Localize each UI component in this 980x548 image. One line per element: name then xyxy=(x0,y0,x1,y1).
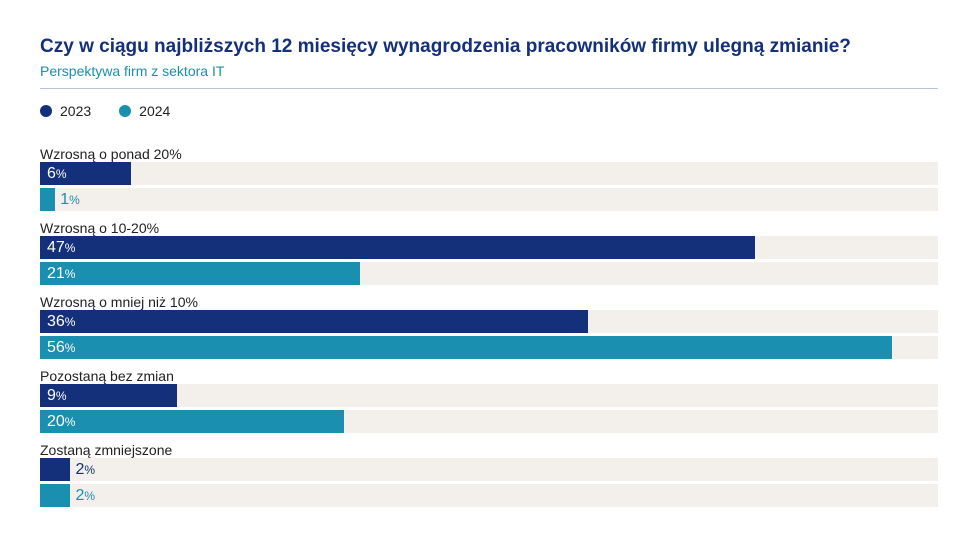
category-label: Wzrosną o mniej niż 10% xyxy=(40,294,198,310)
data-label: 6% xyxy=(47,165,67,182)
bar-2023 xyxy=(40,310,588,333)
category-label: Wzrosną o 10-20% xyxy=(40,220,160,236)
bar-2023 xyxy=(40,162,132,185)
legend-item-2024: 2024 xyxy=(119,103,170,119)
data-label: 47% xyxy=(47,239,76,256)
bar-track xyxy=(40,162,938,185)
data-label: 56% xyxy=(47,339,76,356)
bar-2023 xyxy=(40,384,177,407)
bar-track xyxy=(40,384,938,407)
legend-item-2023: 2023 xyxy=(40,103,91,119)
bar-2023 xyxy=(40,236,756,259)
bar-2024 xyxy=(40,262,360,285)
data-label: 1% xyxy=(60,191,80,208)
bar-track xyxy=(40,188,938,211)
chart-title: Czy w ciągu najbliższych 12 miesięcy wyn… xyxy=(40,36,851,57)
legend-label-2024: 2024 xyxy=(139,103,171,119)
bar-2024 xyxy=(40,188,56,211)
data-label: 36% xyxy=(47,313,76,330)
data-label: 2% xyxy=(75,487,96,504)
data-label: 21% xyxy=(47,265,76,282)
category-label: Zostaną zmniejszone xyxy=(40,442,173,458)
category-label: Pozostaną bez zmian xyxy=(40,368,174,384)
legend-dot-2023 xyxy=(40,105,52,117)
chart-subtitle: Perspektywa firm z sektora IT xyxy=(40,63,225,79)
legend-dot-2024 xyxy=(119,105,132,117)
bar-track xyxy=(40,484,938,507)
data-label: 2% xyxy=(75,461,96,478)
bar-track xyxy=(40,458,938,481)
legend-label-2023: 2023 xyxy=(60,103,92,119)
bar-2023 xyxy=(40,458,71,481)
category-label: Wzrosną o ponad 20% xyxy=(40,146,182,162)
bar-2024 xyxy=(40,336,893,359)
header-divider xyxy=(40,88,938,89)
legend: 2023 2024 xyxy=(40,103,170,119)
data-label: 20% xyxy=(47,413,76,430)
bar-2024 xyxy=(40,484,71,507)
bar-2024 xyxy=(40,410,345,433)
data-label: 9% xyxy=(47,387,67,404)
